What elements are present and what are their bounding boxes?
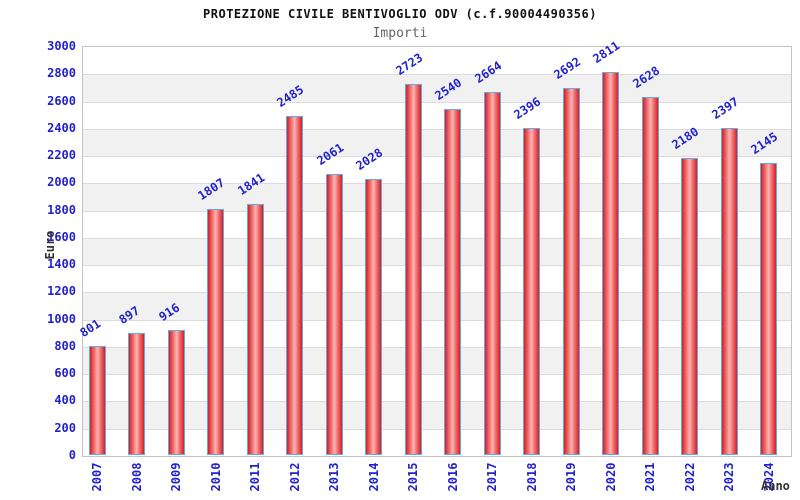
x-tick-label: 2013 <box>327 462 341 492</box>
plot-band <box>83 156 791 183</box>
bar-2017 <box>484 92 501 455</box>
bar-2010 <box>207 209 224 455</box>
bar-2011 <box>247 204 264 455</box>
x-tick-label: 2007 <box>90 462 104 492</box>
gridline <box>83 129 791 130</box>
x-tick-label: 2014 <box>367 462 381 492</box>
x-tick-label: 2020 <box>604 462 618 492</box>
gridline <box>83 74 791 75</box>
plot-band <box>83 74 791 102</box>
x-tick-label: 2023 <box>722 462 736 492</box>
gridline <box>83 320 791 321</box>
y-tick-label: 2800 <box>47 66 76 80</box>
x-tick-label: 2021 <box>643 462 657 492</box>
bar-2014 <box>365 179 382 455</box>
y-tick-label: 1200 <box>47 284 76 298</box>
x-tick-label: 2017 <box>485 462 499 492</box>
gridline <box>83 347 791 348</box>
x-tick-label: 2018 <box>525 462 539 492</box>
plot-band <box>83 374 791 401</box>
y-tick-label: 400 <box>54 393 76 407</box>
bar-2020 <box>602 72 619 455</box>
x-tick-label: 2012 <box>288 462 302 492</box>
plot-band <box>83 429 791 456</box>
y-tick-label: 2600 <box>47 94 76 108</box>
x-tick-label: 2022 <box>683 462 697 492</box>
x-tick-label: 2008 <box>130 462 144 492</box>
gridline <box>83 156 791 157</box>
bar-2021 <box>642 97 659 455</box>
x-tick-label: 2015 <box>406 462 420 492</box>
gridline <box>83 102 791 103</box>
bar-2015 <box>405 84 422 455</box>
y-tick-label: 1600 <box>47 230 76 244</box>
chart-title: PROTEZIONE CIVILE BENTIVOGLIO ODV (c.f.9… <box>203 7 597 21</box>
gridline <box>83 265 791 266</box>
plot-band <box>83 211 791 238</box>
gridline <box>83 238 791 239</box>
plot-band <box>83 238 791 265</box>
y-axis-title: Euro <box>43 230 57 260</box>
gridline <box>83 374 791 375</box>
bar-2019 <box>563 88 580 455</box>
plot-band <box>83 102 791 129</box>
y-tick-label: 2200 <box>47 148 76 162</box>
x-tick-label: 2019 <box>564 462 578 492</box>
gridline <box>83 183 791 184</box>
plot-area <box>82 46 792 457</box>
gridline <box>83 429 791 430</box>
y-tick-label: 600 <box>54 366 76 380</box>
bar-2012 <box>286 116 303 455</box>
x-axis-title: Anno <box>761 479 790 493</box>
plot-band <box>83 347 791 374</box>
plot-band <box>83 401 791 429</box>
x-tick-label: 2016 <box>446 462 460 492</box>
x-tick-label: 2009 <box>169 462 183 492</box>
bar-2013 <box>326 174 343 455</box>
bar-2023 <box>721 128 738 455</box>
y-tick-label: 2400 <box>47 121 76 135</box>
y-tick-label: 2000 <box>47 175 76 189</box>
plot-band <box>83 292 791 320</box>
bar-2016 <box>444 109 461 455</box>
y-tick-label: 200 <box>54 421 76 435</box>
gridline <box>83 401 791 402</box>
plot-band <box>83 265 791 292</box>
gridline <box>83 292 791 293</box>
y-tick-label: 800 <box>54 339 76 353</box>
y-tick-label: 1000 <box>47 312 76 326</box>
y-tick-label: 0 <box>68 448 76 462</box>
x-tick-label: 2011 <box>248 462 262 492</box>
bar-2009 <box>168 330 185 455</box>
plot-band <box>83 129 791 156</box>
bar-2007 <box>89 346 106 455</box>
bar-2022 <box>681 158 698 455</box>
y-tick-label: 1800 <box>47 203 76 217</box>
bar-2024 <box>760 163 777 455</box>
bar-2018 <box>523 128 540 455</box>
bar-2008 <box>128 333 145 455</box>
x-tick-label: 2010 <box>209 462 223 492</box>
y-tick-label: 3000 <box>47 39 76 53</box>
plot-band <box>83 47 791 74</box>
chart-subtitle: Importi <box>372 26 428 41</box>
plot-band <box>83 183 791 211</box>
plot-band <box>83 320 791 347</box>
gridline <box>83 211 791 212</box>
y-tick-label: 1400 <box>47 257 76 271</box>
